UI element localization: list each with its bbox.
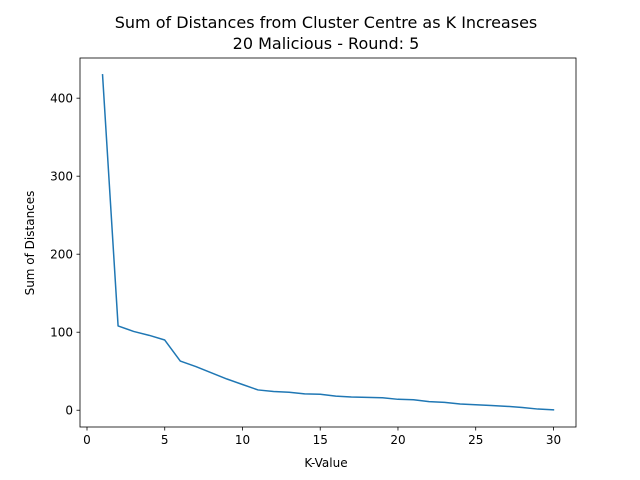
data-point [382,397,384,399]
data-point [133,331,135,333]
data-point [506,406,508,408]
y-tick-label: 200 [50,248,73,262]
data-point [522,407,524,409]
x-tick-label: 25 [468,433,483,447]
series-line-0 [101,73,555,411]
data-point [537,408,539,410]
y-tick-label: 0 [65,404,73,418]
data-point [335,395,337,397]
data-point [444,402,446,404]
data-point [226,378,228,380]
data-point [397,399,399,401]
x-tick-label: 0 [83,433,91,447]
data-point [273,391,275,393]
x-axis-label: K-Value [304,456,347,470]
y-tick-label: 100 [50,326,73,340]
axes-frame [79,57,577,428]
data-point [351,396,353,398]
data-point [428,401,430,403]
data-point [242,384,244,386]
data-point [257,389,259,391]
data-point [117,325,119,327]
data-point [413,399,415,401]
data-point [553,409,555,411]
data-point [102,74,104,76]
y-axis-label: Sum of Distances [23,191,37,296]
data-point [288,392,290,394]
data-point [319,393,321,395]
y-tick-label: 300 [50,169,73,183]
data-point [491,405,493,407]
data-point [459,403,461,405]
data-point [475,404,477,406]
x-tick-label: 10 [235,433,250,447]
data-point [366,397,368,399]
chart-subtitle: 20 Malicious - Round: 5 [233,34,420,53]
data-point [164,339,166,341]
y-tick-label: 400 [50,91,73,105]
chart-title: Sum of Distances from Cluster Centre as … [115,13,538,32]
x-tick-label: 5 [161,433,169,447]
x-tick-label: 30 [546,433,561,447]
x-tick-label: 15 [313,433,328,447]
data-point [180,360,182,362]
data-point [148,335,150,337]
data-point [304,393,306,395]
data-point [211,372,213,374]
data-point [195,366,197,368]
x-tick-label: 20 [390,433,405,447]
